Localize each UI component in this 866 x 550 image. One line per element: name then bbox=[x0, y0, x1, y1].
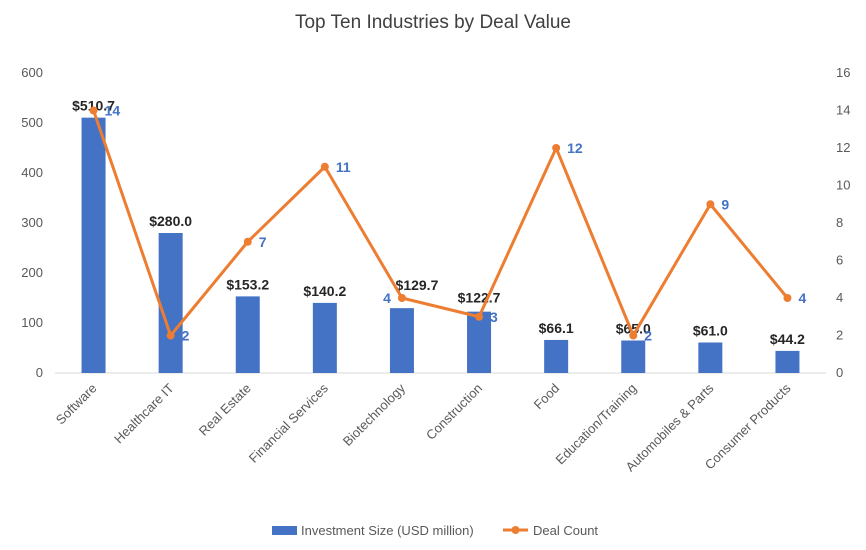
deal-count-label: 9 bbox=[721, 196, 729, 212]
deal-count-label: 11 bbox=[336, 159, 351, 175]
deal-count-label: 14 bbox=[105, 103, 121, 119]
bar-value-label: $129.7 bbox=[396, 277, 439, 293]
y-left-tick-label: 300 bbox=[21, 215, 43, 230]
legend-label-deal-count: Deal Count bbox=[533, 523, 598, 538]
legend: Investment Size (USD million) Deal Count bbox=[272, 523, 598, 538]
bar-value-label: $140.2 bbox=[303, 283, 346, 299]
x-axis-labels: Software Healthcare IT Real EstateFinancia… bbox=[53, 380, 794, 474]
deal-count-point bbox=[475, 312, 484, 321]
y-right-tick-label: 2 bbox=[836, 328, 843, 343]
deal-count-point bbox=[166, 331, 175, 340]
deal-count-point bbox=[552, 144, 561, 152]
y-right-tick-label: 4 bbox=[836, 290, 843, 305]
deal-count-line bbox=[92, 110, 789, 337]
legend-swatch-investment bbox=[272, 526, 297, 535]
x-axis-category-label: Financial Services bbox=[246, 380, 332, 466]
x-axis-category-label: Food bbox=[531, 381, 563, 413]
deal-count-label: 4 bbox=[383, 290, 391, 306]
bar bbox=[312, 302, 337, 373]
deal-count-label: 12 bbox=[567, 140, 583, 156]
y-axis-right: 0 2 4 6 8 10 12 14 16 bbox=[836, 65, 850, 380]
x-axis-category-label: Biotechnology bbox=[340, 380, 409, 449]
bar-value-label: $61.0 bbox=[693, 323, 728, 339]
y-axis-left: 0 100 200 300 400 500 600 bbox=[21, 65, 43, 380]
y-right-tick-label: 8 bbox=[836, 215, 843, 230]
y-right-tick-label: 0 bbox=[836, 365, 843, 380]
x-axis-category-label: Healthcare IT bbox=[111, 380, 177, 446]
y-left-tick-label: 500 bbox=[21, 115, 43, 130]
y-right-tick-label: 6 bbox=[836, 253, 843, 268]
bar bbox=[81, 117, 106, 374]
y-right-tick-label: 14 bbox=[836, 103, 850, 118]
deal-count-point bbox=[397, 294, 406, 302]
legend-label-investment: Investment Size (USD million) bbox=[301, 523, 474, 538]
deal-count-label: 3 bbox=[490, 309, 498, 325]
deal-count-point bbox=[89, 106, 98, 115]
deal-count-label: 7 bbox=[259, 234, 267, 250]
y-left-tick-label: 400 bbox=[21, 165, 43, 180]
bar bbox=[775, 350, 800, 373]
deal-count-label: 2 bbox=[182, 328, 190, 344]
x-axis-category-label: Consumer Products bbox=[702, 380, 794, 472]
deal-count-label: 4 bbox=[798, 290, 806, 306]
y-right-tick-label: 10 bbox=[836, 178, 850, 193]
y-right-tick-label: 16 bbox=[836, 65, 850, 80]
deal-count-point bbox=[706, 200, 715, 209]
bar-value-label: $153.2 bbox=[226, 276, 269, 292]
y-left-tick-label: 0 bbox=[36, 365, 43, 380]
bar-value-label: $66.1 bbox=[539, 320, 574, 336]
deal-count-point bbox=[783, 294, 792, 302]
bar bbox=[389, 308, 414, 373]
x-axis-category-label: Real Estate bbox=[196, 381, 254, 439]
bar bbox=[158, 233, 183, 373]
x-axis-category-label: Construction bbox=[423, 381, 485, 443]
bar bbox=[698, 342, 723, 373]
bar-value-label: $44.2 bbox=[770, 331, 805, 347]
bar bbox=[467, 311, 492, 373]
bar bbox=[235, 296, 260, 373]
legend-marker-deal-count bbox=[511, 526, 520, 534]
x-axis-category-label: Education/Training bbox=[552, 381, 639, 468]
x-axis-category-label: Software bbox=[53, 381, 100, 428]
line-series: 14 2 7 11 4 3 12 2 9 4 bbox=[89, 103, 806, 344]
y-left-tick-label: 600 bbox=[21, 65, 43, 80]
deal-count-point bbox=[629, 331, 638, 340]
bar bbox=[544, 339, 569, 373]
deal-count-point bbox=[243, 237, 252, 246]
chart-title: Top Ten Industries by Deal Value bbox=[295, 12, 571, 33]
bar-value-label: $280.0 bbox=[149, 213, 192, 229]
bar bbox=[621, 340, 646, 373]
deal-count-label: 2 bbox=[644, 328, 652, 344]
bar-value-label: $510.7 bbox=[72, 98, 115, 114]
bar-value-label: $65.0 bbox=[616, 321, 651, 337]
deal-count-point bbox=[320, 162, 329, 171]
y-left-tick-label: 200 bbox=[21, 265, 43, 280]
y-right-tick-label: 12 bbox=[836, 140, 850, 155]
bar-value-label: $122.7 bbox=[458, 290, 501, 306]
y-left-tick-label: 100 bbox=[21, 315, 43, 330]
